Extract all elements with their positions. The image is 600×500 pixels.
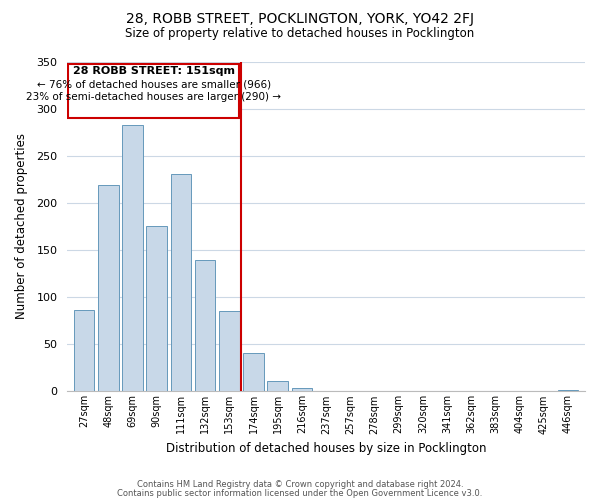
X-axis label: Distribution of detached houses by size in Pocklington: Distribution of detached houses by size … bbox=[166, 442, 487, 455]
Bar bbox=[268, 381, 288, 392]
Text: Contains public sector information licensed under the Open Government Licence v3: Contains public sector information licen… bbox=[118, 490, 482, 498]
Bar bbox=[170, 174, 191, 392]
Bar bbox=[74, 310, 94, 392]
Bar bbox=[219, 312, 239, 392]
Text: Size of property relative to detached houses in Pocklington: Size of property relative to detached ho… bbox=[125, 28, 475, 40]
Bar bbox=[558, 390, 578, 392]
Text: Contains HM Land Registry data © Crown copyright and database right 2024.: Contains HM Land Registry data © Crown c… bbox=[137, 480, 463, 489]
Text: 28, ROBB STREET, POCKLINGTON, YORK, YO42 2FJ: 28, ROBB STREET, POCKLINGTON, YORK, YO42… bbox=[126, 12, 474, 26]
FancyBboxPatch shape bbox=[68, 64, 239, 118]
Bar bbox=[122, 124, 143, 392]
Text: 23% of semi-detached houses are larger (290) →: 23% of semi-detached houses are larger (… bbox=[26, 92, 281, 102]
Bar bbox=[98, 185, 119, 392]
Bar bbox=[243, 352, 264, 392]
Bar bbox=[195, 260, 215, 392]
Bar bbox=[292, 388, 312, 392]
Y-axis label: Number of detached properties: Number of detached properties bbox=[15, 134, 28, 320]
Text: ← 76% of detached houses are smaller (966): ← 76% of detached houses are smaller (96… bbox=[37, 79, 271, 89]
Text: 28 ROBB STREET: 151sqm: 28 ROBB STREET: 151sqm bbox=[73, 66, 235, 76]
Bar bbox=[146, 226, 167, 392]
